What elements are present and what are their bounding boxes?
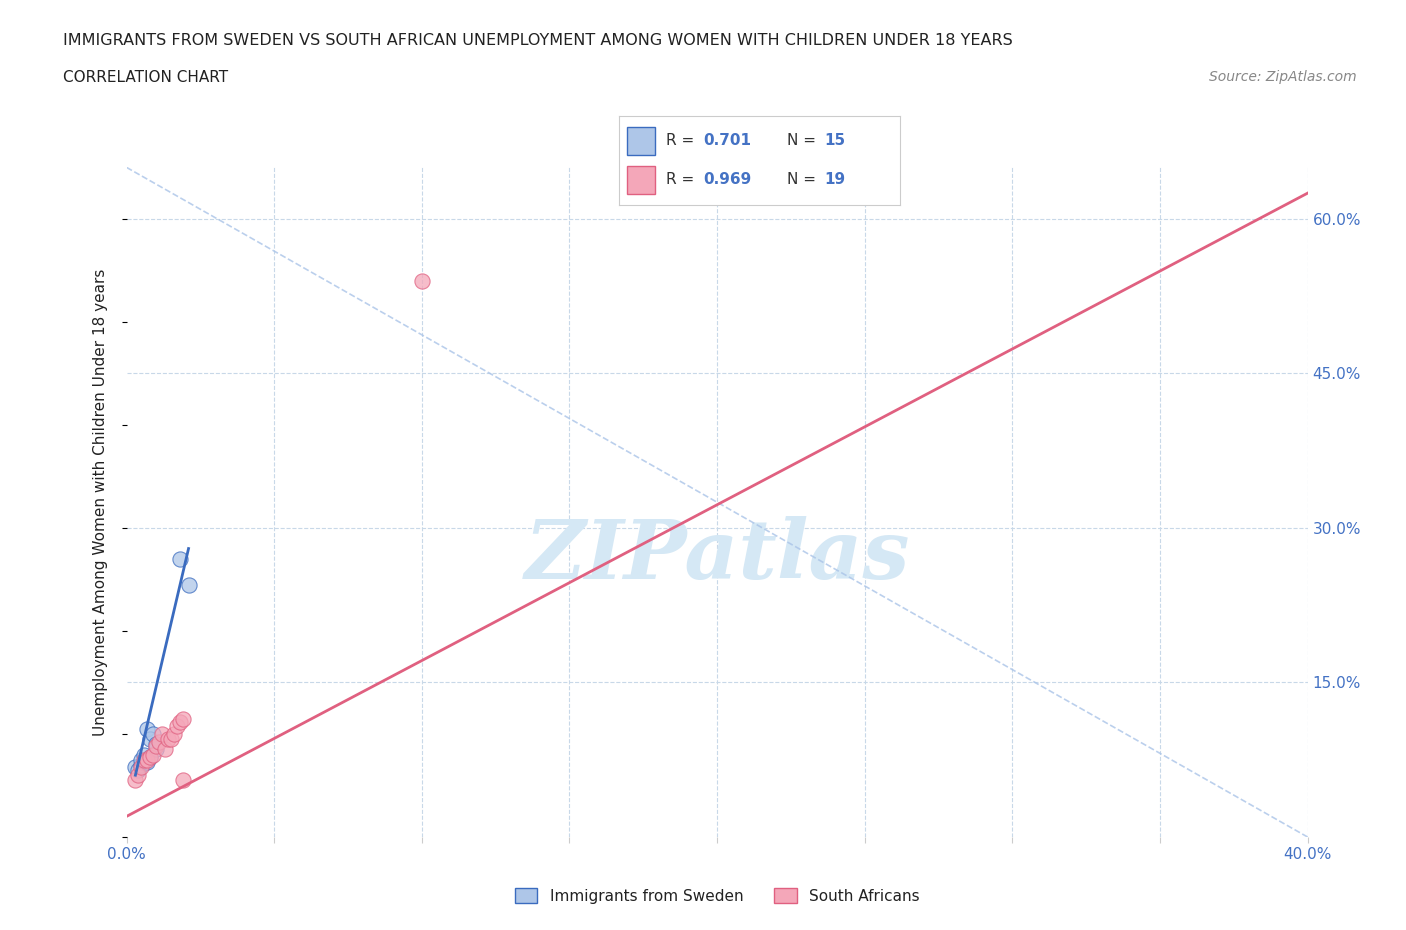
Text: N =: N = [787, 172, 817, 187]
Point [172, 773, 194, 788]
Text: 0.969: 0.969 [703, 172, 751, 187]
Point [124, 760, 146, 775]
Point [139, 750, 162, 764]
Point [148, 735, 170, 750]
Point [166, 718, 188, 733]
Point [139, 750, 162, 764]
Point [169, 551, 191, 566]
Point [169, 714, 191, 729]
Point [145, 737, 167, 751]
Point [142, 726, 165, 741]
Point [129, 760, 153, 775]
Y-axis label: Unemployment Among Women with Children Under 18 years: Unemployment Among Women with Children U… [93, 269, 108, 736]
Legend: Immigrants from Sweden, South Africans: Immigrants from Sweden, South Africans [509, 882, 925, 910]
Point [145, 742, 167, 757]
Text: IMMIGRANTS FROM SWEDEN VS SOUTH AFRICAN UNEMPLOYMENT AMONG WOMEN WITH CHILDREN U: IMMIGRANTS FROM SWEDEN VS SOUTH AFRICAN … [63, 33, 1012, 47]
Point [411, 273, 433, 288]
Point [136, 754, 159, 769]
Point [124, 773, 146, 788]
Point [134, 755, 156, 770]
Point [172, 711, 194, 726]
Point [136, 752, 159, 767]
Text: Source: ZipAtlas.com: Source: ZipAtlas.com [1209, 70, 1357, 84]
Point [142, 747, 165, 762]
Point [145, 739, 167, 754]
Point [163, 726, 186, 741]
Point [136, 722, 159, 737]
Text: R =: R = [666, 172, 695, 187]
Text: ZIPatlas: ZIPatlas [524, 516, 910, 596]
Text: N =: N = [787, 134, 817, 149]
Text: 0.701: 0.701 [703, 134, 751, 149]
Point [127, 763, 149, 777]
Point [150, 726, 173, 741]
Point [159, 732, 183, 747]
FancyBboxPatch shape [627, 126, 655, 155]
Point [134, 747, 156, 762]
Point [129, 757, 153, 772]
Point [177, 578, 200, 592]
Point [129, 752, 153, 767]
Point [156, 732, 179, 747]
Point [153, 742, 176, 757]
Text: 19: 19 [824, 172, 845, 187]
Point [127, 768, 149, 783]
Point [134, 752, 156, 767]
Point [139, 732, 162, 747]
FancyBboxPatch shape [627, 166, 655, 194]
Text: CORRELATION CHART: CORRELATION CHART [63, 70, 228, 85]
Text: 15: 15 [824, 134, 845, 149]
Text: R =: R = [666, 134, 695, 149]
